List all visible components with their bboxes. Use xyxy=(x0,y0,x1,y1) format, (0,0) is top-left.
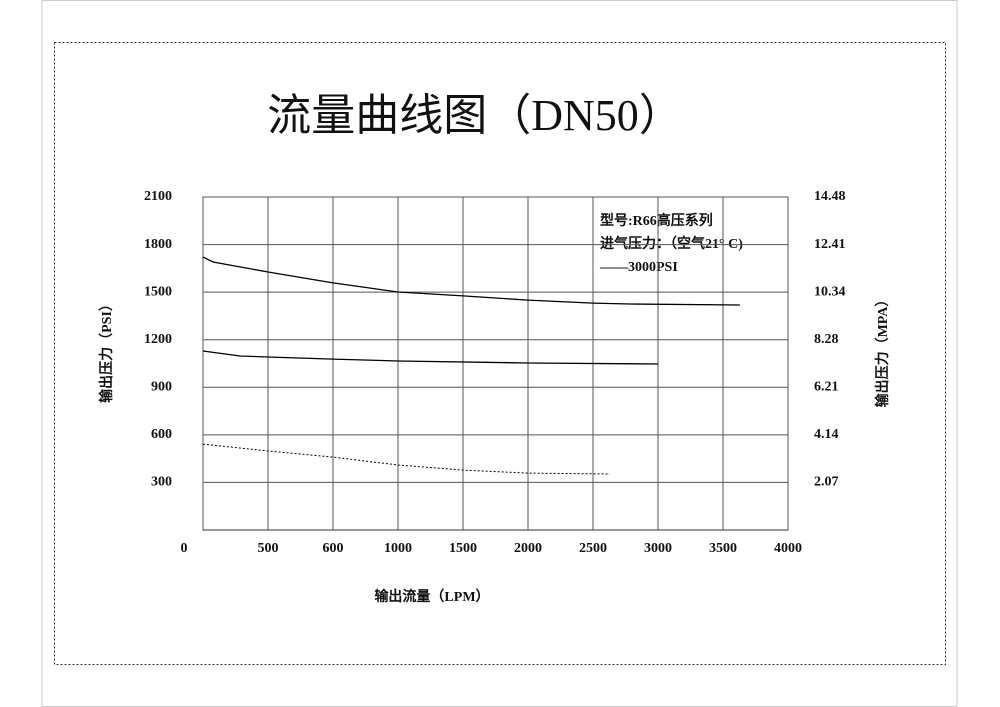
series-line xyxy=(202,443,610,475)
x-tick-label: 3500 xyxy=(709,541,737,556)
x-tick-label: 500 xyxy=(258,541,279,556)
y-tick-label: 600 xyxy=(151,427,172,442)
x-tick-label: 1000 xyxy=(384,541,412,556)
x-tick-label: 4000 xyxy=(774,541,802,556)
series-line xyxy=(202,256,740,306)
annotation: 进气压力：（空气21° C) xyxy=(600,235,743,252)
y2-tick-label: 8.28 xyxy=(814,332,839,347)
chart-title: 流量曲线图（DN50） xyxy=(267,91,683,140)
y-axis-label: 输出压力（PSI） xyxy=(98,297,115,403)
x-tick-label: 2000 xyxy=(514,541,542,556)
x-axis-label: 输出流量（LPM） xyxy=(374,588,489,605)
inner-frame xyxy=(54,42,946,665)
y2-tick-label: 12.41 xyxy=(814,237,846,252)
y2-tick-label: 10.34 xyxy=(814,284,846,299)
y-tick-label: 300 xyxy=(151,475,172,490)
y-tick-label: 1200 xyxy=(144,332,172,347)
y2-axis-label: 输出压力（MPA） xyxy=(874,293,891,408)
x-tick-label: 3000 xyxy=(644,541,672,556)
y-tick-label: 2100 xyxy=(144,189,172,204)
y2-tick-label: 2.07 xyxy=(814,475,839,490)
y-tick-label: 1500 xyxy=(144,284,172,299)
annotation: 型号:R66高压系列 xyxy=(600,212,713,229)
y2-tick-label: 6.21 xyxy=(814,379,839,394)
x-tick-label: 2500 xyxy=(579,541,607,556)
y2-tick-label: 14.48 xyxy=(814,189,846,204)
y-tick-label: 1800 xyxy=(144,237,172,252)
y2-tick-label: 4.14 xyxy=(814,427,839,442)
x-tick-label: 1500 xyxy=(449,541,477,556)
annotation: ——3000PSI xyxy=(599,260,678,275)
series-line xyxy=(202,350,659,365)
x-tick-label: 0 xyxy=(181,541,188,556)
y-tick-label: 900 xyxy=(151,380,172,395)
x-tick-label: 600 xyxy=(323,541,344,556)
